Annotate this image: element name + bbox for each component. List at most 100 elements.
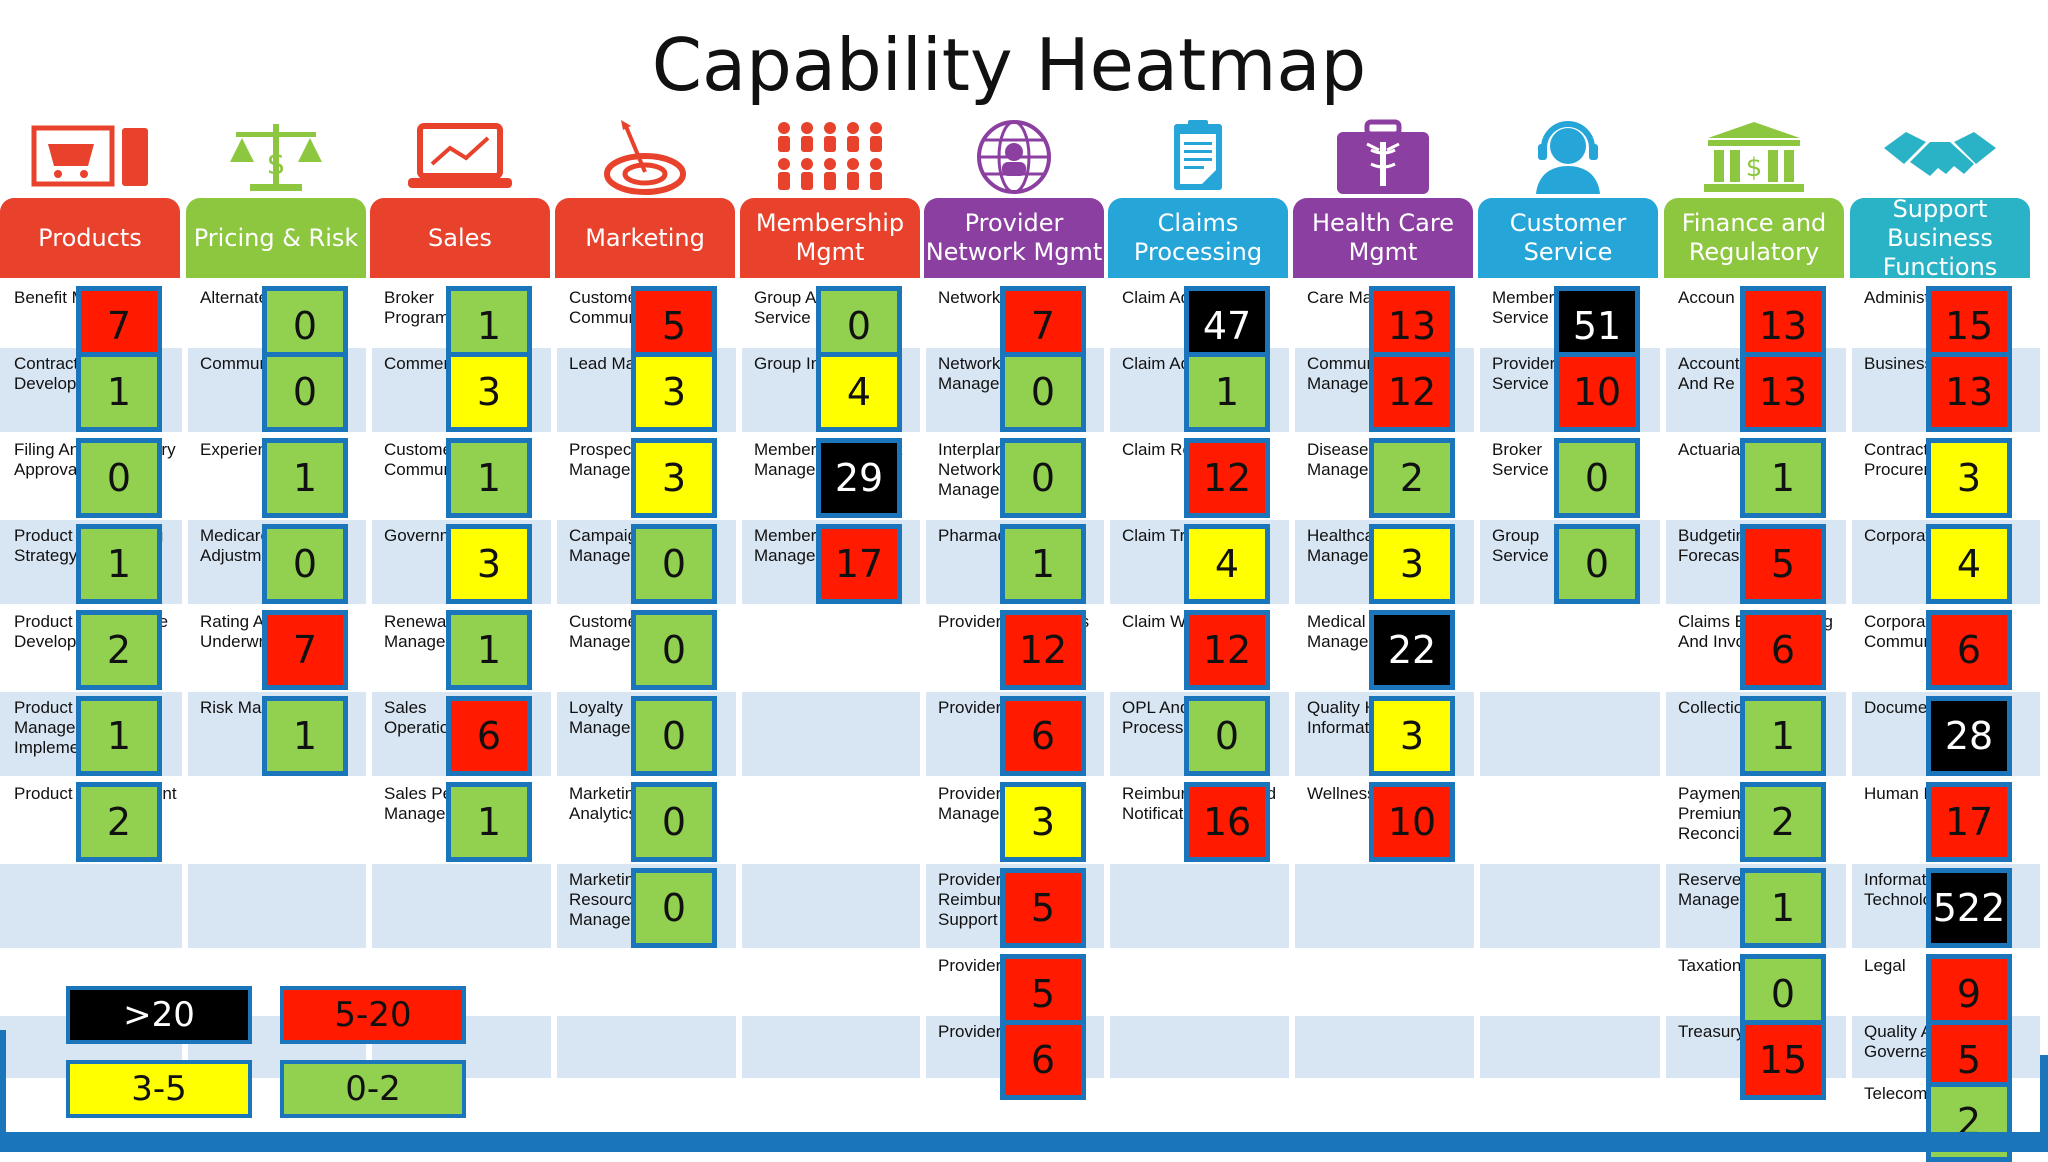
- capability-label: Legal: [1864, 956, 1906, 975]
- capability-label: Loyalty Managem: [569, 698, 645, 737]
- bottom-bar: [0, 1132, 2048, 1152]
- clipboard-icon: [1138, 118, 1258, 196]
- capability-count: 17: [1926, 782, 2012, 862]
- capability-count: 6: [1926, 610, 2012, 690]
- column-divider: [366, 282, 372, 1087]
- capability-label: Interplan Network Managem: [938, 440, 1014, 499]
- capability-count: 7: [262, 610, 348, 690]
- capability-count: 0: [631, 524, 717, 604]
- capability-count: 1: [446, 438, 532, 518]
- capability-label: Treasury: [1678, 1022, 1745, 1041]
- capability-count: 1: [262, 696, 348, 776]
- capability-label: Member Service: [1492, 288, 1555, 327]
- capability-count: 0: [1184, 696, 1270, 776]
- column-divider: [920, 282, 926, 1087]
- capability-count: 0: [631, 868, 717, 948]
- capability-count: 10: [1369, 782, 1455, 862]
- capability-count: 6: [1000, 696, 1086, 776]
- people-group-icon: [770, 118, 890, 196]
- capability-count: 12: [1369, 352, 1455, 432]
- capability-count: 12: [1184, 438, 1270, 518]
- svg-text:$: $: [1746, 153, 1763, 183]
- legend-range3to5: 3-5: [66, 1060, 252, 1118]
- capability-label: Telecom: [1864, 1084, 1928, 1103]
- column-header-label: Support Business Functions: [1882, 198, 1998, 278]
- column-header-label: Marketing: [585, 223, 705, 252]
- capability-count: 3: [631, 352, 717, 432]
- column-header: Health Care Mgmt: [1293, 198, 1473, 278]
- left-accent-bar: [0, 1030, 6, 1132]
- capability-count: 13: [1926, 352, 2012, 432]
- page-title: Capability Heatmap: [651, 23, 1367, 107]
- capability-count: 4: [816, 352, 902, 432]
- capability-count: 6: [1000, 1020, 1086, 1100]
- capability-label: Broker Programs: [384, 288, 458, 327]
- column-header: Membership Mgmt: [740, 198, 920, 278]
- capability-label: Wellness: [1307, 784, 1376, 803]
- capability-label: Group Service: [1492, 526, 1549, 565]
- scales-icon: $: [216, 118, 336, 196]
- capability-count: 15: [1740, 1020, 1826, 1100]
- column-header-label: Provider Network Mgmt: [925, 209, 1103, 266]
- capability-count: 17: [816, 524, 902, 604]
- column-header-label: Pricing & Risk: [193, 223, 359, 252]
- capability-count: 0: [1000, 438, 1086, 518]
- medical-bag-icon: [1323, 118, 1443, 196]
- capability-count: 1: [1184, 352, 1270, 432]
- capability-label: Taxation: [1678, 956, 1742, 975]
- capability-count: 0: [262, 524, 348, 604]
- capability-count: 5: [1000, 868, 1086, 948]
- capability-count: 1: [446, 782, 532, 862]
- right-accent-bar: [2040, 1055, 2048, 1132]
- column-divider: [551, 282, 557, 1087]
- svg-text:$: $: [266, 147, 285, 182]
- handshake-icon: [1880, 118, 2000, 196]
- capability-count: 0: [631, 610, 717, 690]
- capability-count: 1: [1740, 696, 1826, 776]
- column-header-label: Health Care Mgmt: [1311, 209, 1454, 266]
- column-header: Customer Service: [1478, 198, 1658, 278]
- column-header: Pricing & Risk: [186, 198, 366, 278]
- capability-count: 4: [1184, 524, 1270, 604]
- column-divider: [1104, 282, 1110, 1087]
- capability-count: 1: [1740, 868, 1826, 948]
- capability-label: Marketing Analytics: [569, 784, 644, 823]
- capability-count: 0: [631, 696, 717, 776]
- capability-count: 3: [1369, 696, 1455, 776]
- capability-label: Customer Communic: [569, 288, 651, 327]
- capability-count: 28: [1926, 696, 2012, 776]
- column-header: Products: [0, 198, 180, 278]
- capability-count: 1: [76, 696, 162, 776]
- capability-count: 0: [1554, 438, 1640, 518]
- capability-count: 3: [1369, 524, 1455, 604]
- capability-count: 6: [1740, 610, 1826, 690]
- capability-count: 2: [1740, 782, 1826, 862]
- column-header-label: Claims Processing: [1133, 209, 1263, 266]
- capability-count: 3: [1926, 438, 2012, 518]
- column-divider: [1846, 282, 1852, 1087]
- column-header: Support Business Functions: [1850, 198, 2030, 278]
- capability-count: 10: [1554, 352, 1640, 432]
- capability-label: Actuarial: [1678, 440, 1745, 459]
- capability-label: Reserve Managen: [1678, 870, 1749, 909]
- capability-count: 1: [262, 438, 348, 518]
- capability-count: 3: [446, 352, 532, 432]
- legend-over20: >20: [66, 986, 252, 1044]
- capability-label: Alternate: [200, 288, 269, 307]
- capability-count: 0: [1554, 524, 1640, 604]
- capability-count: 12: [1000, 610, 1086, 690]
- capability-count: 0: [76, 438, 162, 518]
- capability-count: 13: [1740, 352, 1826, 432]
- capability-count: 29: [816, 438, 902, 518]
- capability-count: 522: [1926, 868, 2012, 948]
- capability-label: Accoun: [1678, 288, 1735, 307]
- capability-count: 2: [76, 782, 162, 862]
- capability-count: 0: [1000, 352, 1086, 432]
- column-divider: [736, 282, 742, 1087]
- globe-network-icon: [954, 118, 1074, 196]
- shopping-cart-icon: [30, 118, 150, 196]
- capability-count: 1: [446, 610, 532, 690]
- capability-count: 3: [446, 524, 532, 604]
- legend-range5to20: 5-20: [280, 986, 466, 1044]
